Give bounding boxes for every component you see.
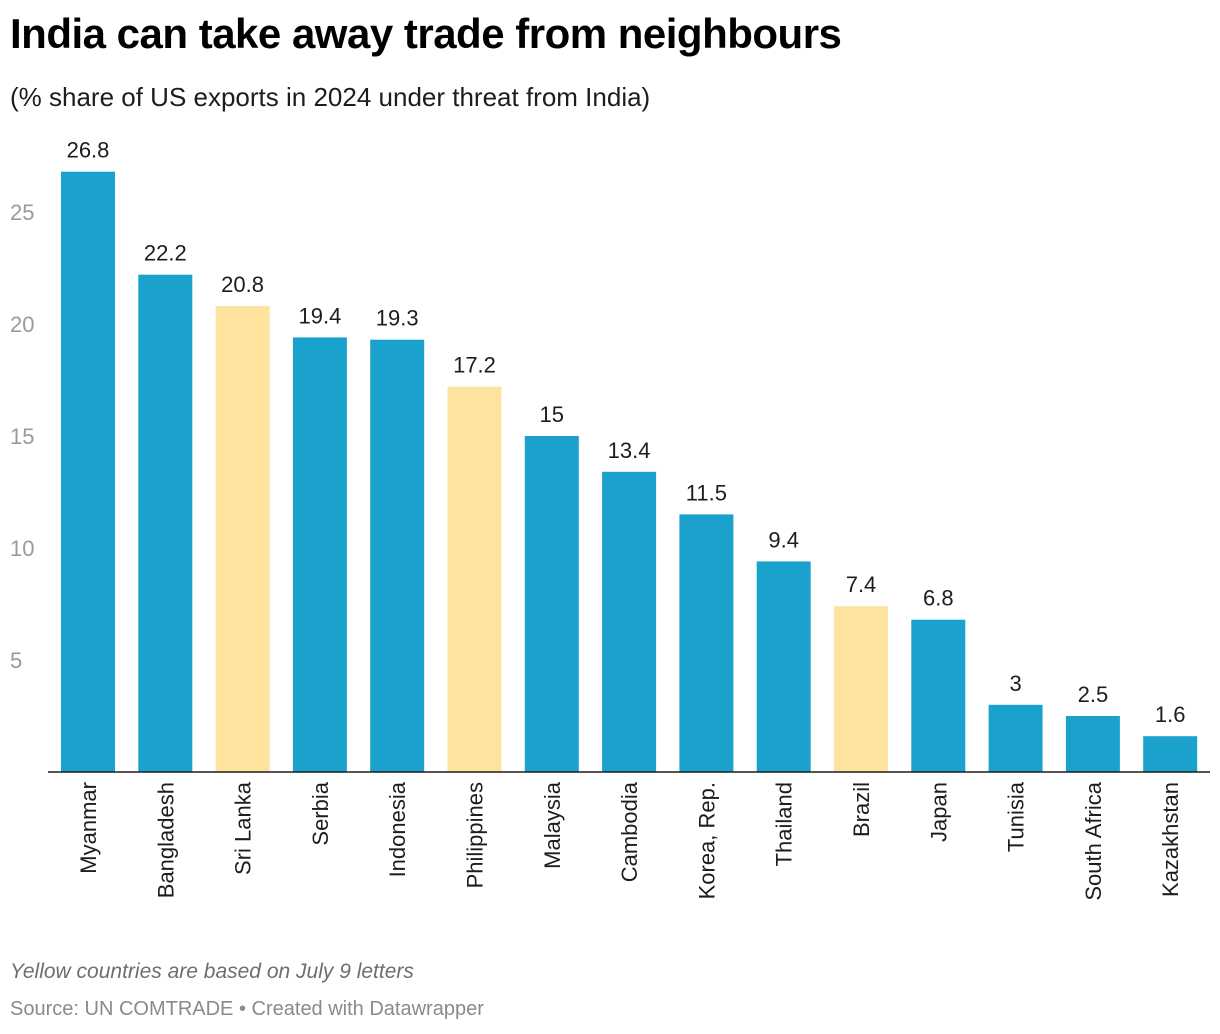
value-label: 9.4 bbox=[768, 527, 799, 552]
category-label: Philippines bbox=[463, 782, 488, 888]
bar bbox=[138, 274, 193, 772]
y-tick-label: 20 bbox=[10, 312, 34, 337]
category-label: Brazil bbox=[849, 782, 874, 837]
bars-group bbox=[61, 171, 1198, 772]
value-label: 7.4 bbox=[846, 572, 877, 597]
value-label: 19.3 bbox=[376, 306, 419, 331]
category-label: Serbia bbox=[308, 781, 333, 845]
value-label: 17.2 bbox=[453, 353, 496, 378]
credit-text: Created with Datawrapper bbox=[251, 998, 484, 1020]
category-label: Japan bbox=[926, 782, 951, 842]
y-tick-label: 5 bbox=[10, 648, 22, 673]
value-label: 26.8 bbox=[67, 138, 110, 163]
category-label: Cambodia bbox=[617, 781, 642, 882]
value-label: 13.4 bbox=[608, 438, 651, 463]
source-label: Source: bbox=[10, 998, 79, 1020]
y-axis-ticks: 5 10 15 20 25 bbox=[10, 200, 34, 673]
category-labels-group: Myanmar Bangladesh Sri Lanka Serbia Indonesi… bbox=[76, 781, 1183, 900]
category-label: Malaysia bbox=[540, 781, 565, 869]
bar bbox=[215, 306, 270, 772]
bar bbox=[1143, 736, 1198, 772]
bar bbox=[447, 386, 502, 772]
value-labels-group: 26.8 22.2 20.8 19.4 19.3 17.2 15 13.4 11.5 9.4 7.4… bbox=[67, 138, 1186, 728]
bar bbox=[61, 171, 115, 772]
category-label: Indonesia bbox=[385, 781, 410, 877]
value-label: 19.4 bbox=[298, 303, 341, 328]
value-label: 22.2 bbox=[144, 241, 187, 266]
source-line: Source: UN COMTRADE • Created with Dataw… bbox=[10, 998, 484, 1021]
bar-chart: 5 10 15 20 25 26.8 22.2 20.8 19.4 19.3 17.2 15 13.4… bbox=[10, 138, 1210, 901]
category-label: Kazakhstan bbox=[1158, 782, 1183, 897]
category-label: Myanmar bbox=[76, 782, 101, 874]
bar bbox=[292, 337, 347, 772]
category-label: South Africa bbox=[1081, 781, 1106, 900]
source-name: UN COMTRADE bbox=[84, 998, 234, 1020]
value-label: 15 bbox=[540, 402, 564, 427]
category-label: Bangladesh bbox=[153, 782, 178, 898]
y-tick-label: 15 bbox=[10, 424, 34, 449]
value-label: 3 bbox=[1009, 671, 1021, 696]
value-label: 1.6 bbox=[1155, 702, 1186, 727]
footnote: Yellow countries are based on July 9 let… bbox=[10, 960, 414, 983]
value-label: 20.8 bbox=[221, 272, 264, 297]
value-label: 6.8 bbox=[923, 586, 954, 611]
category-label: Tunisia bbox=[1004, 781, 1029, 852]
bar bbox=[370, 339, 425, 772]
chart-title: India can take away trade from neighbour… bbox=[10, 10, 842, 57]
category-label: Sri Lanka bbox=[231, 781, 256, 875]
y-tick-label: 25 bbox=[10, 200, 34, 225]
bar bbox=[602, 471, 657, 772]
y-tick-label: 10 bbox=[10, 536, 34, 561]
category-label: Thailand bbox=[772, 782, 797, 866]
value-label: 11.5 bbox=[686, 480, 727, 505]
bar bbox=[911, 619, 966, 772]
chart-subtitle: (% share of US exports in 2024 under thr… bbox=[10, 82, 651, 112]
bar bbox=[756, 561, 811, 772]
bar bbox=[524, 436, 579, 772]
bar bbox=[1065, 716, 1120, 772]
bar bbox=[834, 606, 888, 772]
bar bbox=[988, 704, 1043, 772]
value-label: 2.5 bbox=[1078, 682, 1109, 707]
category-label: Korea, Rep. bbox=[694, 782, 719, 899]
bar bbox=[679, 514, 734, 772]
source-separator: • bbox=[238, 998, 246, 1020]
